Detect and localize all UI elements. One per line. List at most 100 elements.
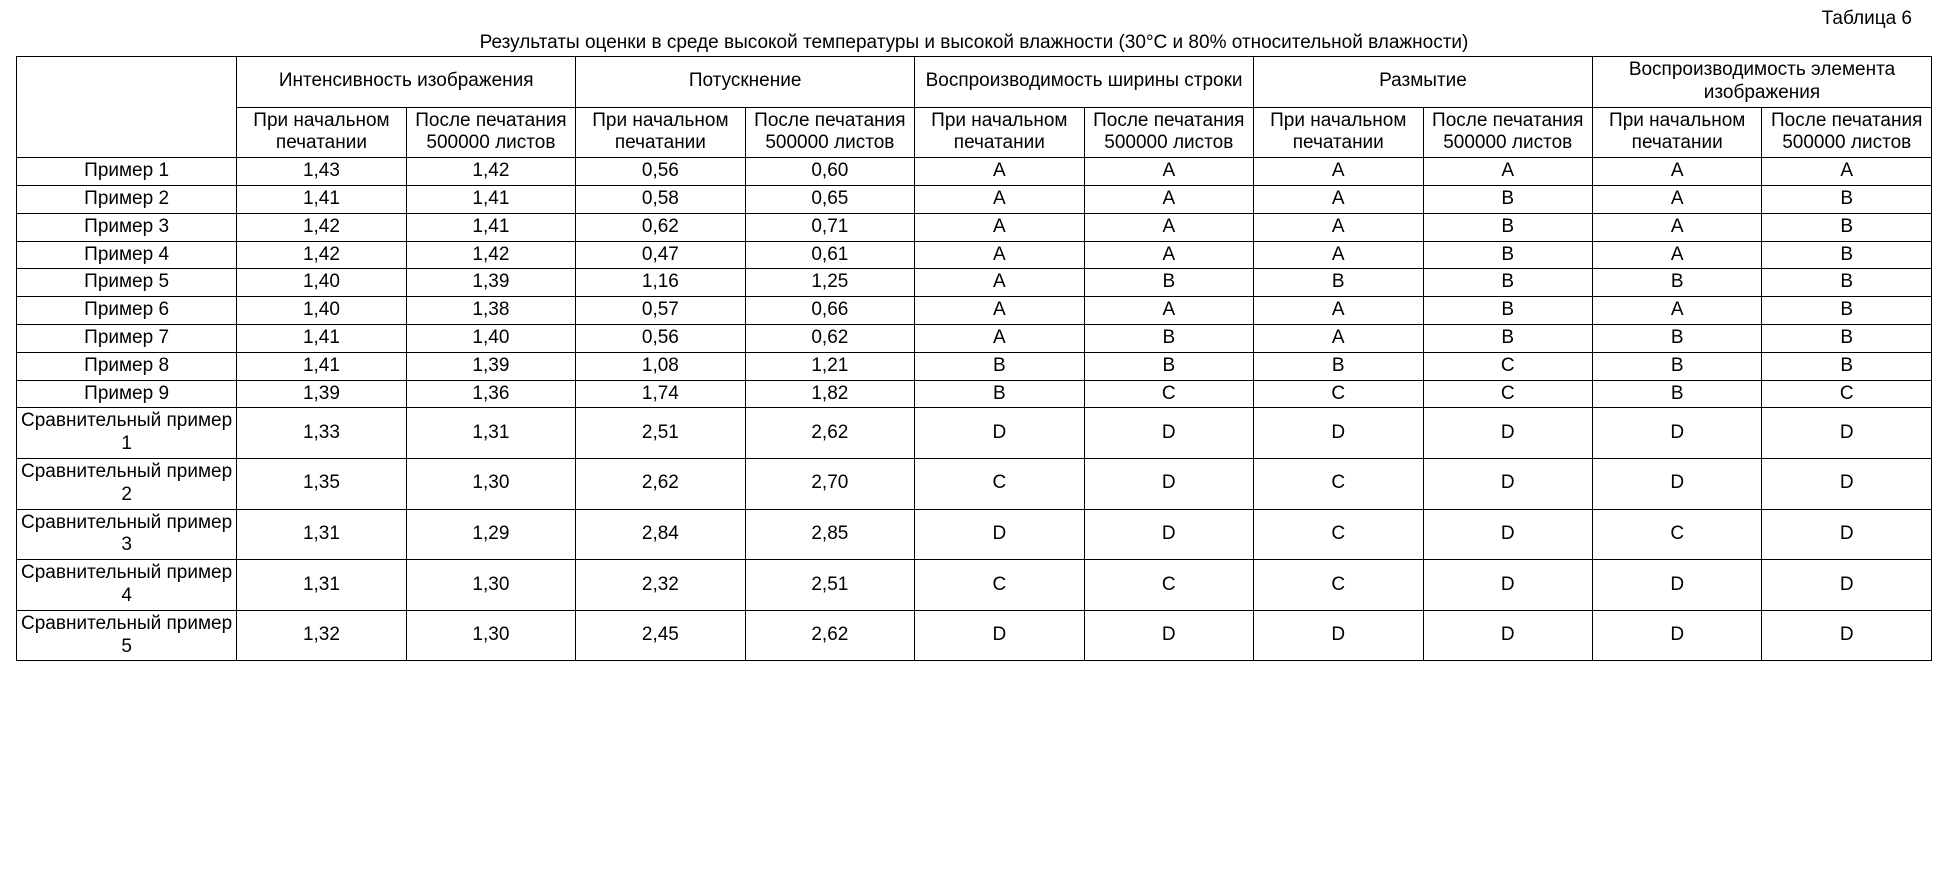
cell: D (1423, 509, 1592, 560)
cell: 0,56 (576, 324, 745, 352)
cell: D (1762, 560, 1932, 611)
header-blank (17, 57, 237, 158)
cell: A (915, 269, 1084, 297)
subheader: После печатания 500000 листов (1423, 107, 1592, 158)
cell: B (1084, 269, 1253, 297)
cell: A (1592, 185, 1761, 213)
cell: 1,42 (406, 158, 575, 186)
cell: B (1762, 352, 1932, 380)
cell: 0,62 (745, 324, 914, 352)
cell: 1,39 (406, 269, 575, 297)
cell: D (1254, 408, 1423, 459)
cell: D (1762, 509, 1932, 560)
cell: 0,62 (576, 213, 745, 241)
cell: 1,43 (237, 158, 406, 186)
row-label: Пример 1 (17, 158, 237, 186)
row-label: Сравнительный пример 3 (17, 509, 237, 560)
cell: C (1254, 380, 1423, 408)
cell: A (1592, 297, 1761, 325)
cell: 2,32 (576, 560, 745, 611)
cell: A (1423, 158, 1592, 186)
cell: 1,16 (576, 269, 745, 297)
table-row: Пример 71,411,400,560,62ABABBB (17, 324, 1932, 352)
cell: 1,31 (237, 560, 406, 611)
cell: A (915, 297, 1084, 325)
cell: C (1254, 458, 1423, 509)
cell: B (1762, 241, 1932, 269)
cell: B (915, 380, 1084, 408)
cell: 1,41 (406, 213, 575, 241)
subheader: После печатания 500000 листов (1762, 107, 1932, 158)
cell: A (1592, 213, 1761, 241)
subheader: При начальном печатании (1254, 107, 1423, 158)
cell: D (1254, 610, 1423, 661)
table-row: Пример 81,411,391,081,21BBBCBB (17, 352, 1932, 380)
cell: B (1254, 352, 1423, 380)
cell: D (1762, 408, 1932, 459)
cell: C (1254, 509, 1423, 560)
row-label: Сравнительный пример 1 (17, 408, 237, 459)
cell: 2,85 (745, 509, 914, 560)
row-label: Пример 5 (17, 269, 237, 297)
header-group-1: Интенсивность изображения (237, 57, 576, 108)
cell: 1,31 (406, 408, 575, 459)
subheader: После печатания 500000 листов (1084, 107, 1253, 158)
cell: D (1762, 610, 1932, 661)
cell: D (1592, 408, 1761, 459)
cell: 2,62 (745, 610, 914, 661)
row-label: Пример 7 (17, 324, 237, 352)
cell: 1,30 (406, 560, 575, 611)
cell: 1,74 (576, 380, 745, 408)
cell: B (1592, 324, 1761, 352)
table-row: Пример 41,421,420,470,61AAABAB (17, 241, 1932, 269)
subheader: После печатания 500000 листов (745, 107, 914, 158)
cell: 2,45 (576, 610, 745, 661)
cell: D (1084, 458, 1253, 509)
cell: A (915, 158, 1084, 186)
cell: 2,84 (576, 509, 745, 560)
row-label: Пример 6 (17, 297, 237, 325)
cell: 2,70 (745, 458, 914, 509)
row-label: Пример 3 (17, 213, 237, 241)
subheader: При начальном печатании (237, 107, 406, 158)
cell: A (1254, 324, 1423, 352)
cell: A (1592, 158, 1761, 186)
cell: 1,42 (237, 241, 406, 269)
cell: B (1423, 269, 1592, 297)
cell: C (1423, 380, 1592, 408)
cell: B (1423, 297, 1592, 325)
cell: B (1592, 352, 1761, 380)
table-row: Пример 51,401,391,161,25ABBBBB (17, 269, 1932, 297)
header-group-2: Потускнение (576, 57, 915, 108)
table-row: Сравнительный пример 51,321,302,452,62DD… (17, 610, 1932, 661)
cell: A (1254, 241, 1423, 269)
table-number: Таблица 6 (16, 8, 1932, 32)
row-label: Пример 2 (17, 185, 237, 213)
cell: 2,51 (745, 560, 914, 611)
cell: B (1762, 185, 1932, 213)
cell: C (1762, 380, 1932, 408)
table-head: Интенсивность изображения Потускнение Во… (17, 57, 1932, 158)
subheader: При начальном печатании (576, 107, 745, 158)
cell: 1,30 (406, 610, 575, 661)
cell: 1,41 (237, 185, 406, 213)
cell: 1,41 (237, 324, 406, 352)
table-row: Пример 91,391,361,741,82BCCCBC (17, 380, 1932, 408)
row-label: Пример 8 (17, 352, 237, 380)
cell: 1,40 (237, 269, 406, 297)
cell: D (915, 408, 1084, 459)
cell: D (1084, 408, 1253, 459)
cell: 1,33 (237, 408, 406, 459)
cell: A (1254, 297, 1423, 325)
cell: B (1084, 352, 1253, 380)
cell: 0,71 (745, 213, 914, 241)
cell: 1,36 (406, 380, 575, 408)
cell: D (1762, 458, 1932, 509)
cell: B (1254, 269, 1423, 297)
cell: A (1084, 185, 1253, 213)
row-label: Пример 9 (17, 380, 237, 408)
cell: A (1254, 185, 1423, 213)
cell: 1,40 (237, 297, 406, 325)
table-row: Пример 31,421,410,620,71AAABAB (17, 213, 1932, 241)
cell: 0,60 (745, 158, 914, 186)
